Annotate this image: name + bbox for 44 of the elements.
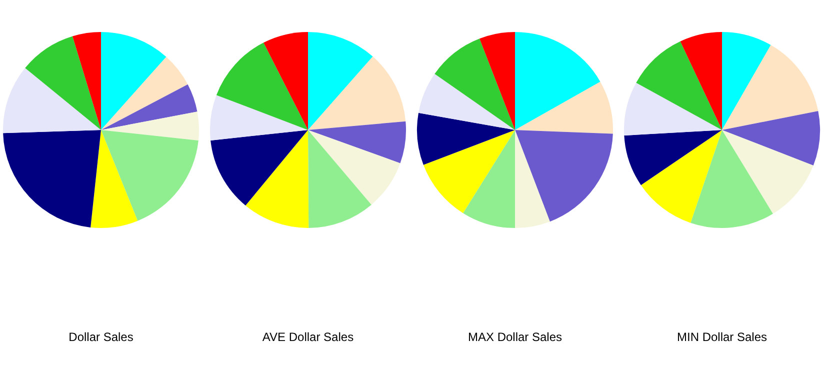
pie-slice [680,32,722,130]
pie-slice [264,32,308,130]
pie-slice [210,130,308,206]
pie-slice [210,95,308,140]
pie-slice [515,82,613,134]
text: AVE Dollar Sales [262,330,354,344]
pie-slice [308,130,400,205]
pie-slice [308,130,372,228]
pie-slice [90,130,138,228]
pie-slice [3,130,101,228]
pie-slice [25,36,101,130]
pie-slice [722,111,820,166]
pie-slice [101,112,199,140]
pie-slice [479,32,515,130]
pie-slice [515,32,600,130]
pie-slice [423,130,515,214]
pie-slice [417,112,515,165]
pie-slice [418,74,515,130]
pie-slice [434,38,515,130]
pie-slice [308,121,406,164]
text: Dollar Sales [68,330,134,344]
pie-slice [636,41,722,130]
pie-slice [101,56,188,130]
pie-slice [308,32,373,130]
text: MAX Dollar Sales [468,330,562,344]
pie-slice [3,68,101,134]
text: MIN Dollar Sales [676,330,768,344]
pie-slice [640,130,722,223]
pie-slice [246,130,309,228]
pie-slice [624,82,722,136]
pie-slice [72,32,101,130]
pie-slice [624,130,722,186]
pie-slice [515,130,613,222]
pie-slice [101,130,198,221]
pie-slice [722,32,771,130]
pie-slice [722,45,818,130]
pie-slice [515,130,550,228]
pie-slice [463,130,515,228]
pie-slice [722,130,814,214]
pie-slice [101,84,198,130]
pie-slice [690,130,773,228]
pie-slice [308,56,406,130]
pie-slice [216,42,308,130]
pie-slice [101,32,166,130]
